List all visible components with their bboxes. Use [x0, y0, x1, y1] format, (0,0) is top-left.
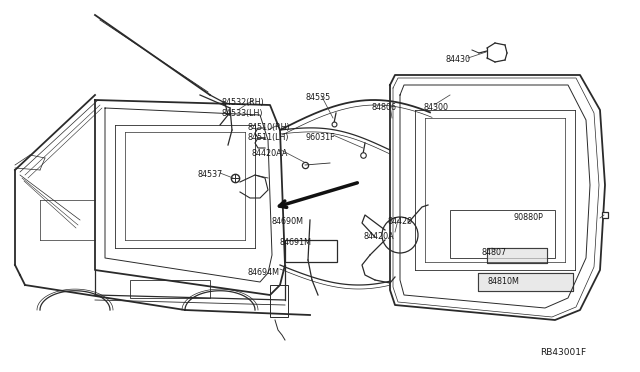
Bar [130, 280, 210, 298]
Bar [285, 240, 337, 262]
Text: 90880P: 90880P [514, 213, 544, 222]
Text: 84532(RH): 84532(RH) [221, 98, 264, 107]
Text: RB43001F: RB43001F [540, 348, 586, 357]
Text: 84806: 84806 [372, 103, 397, 112]
Text: 84535: 84535 [306, 93, 332, 102]
Text: 84420A: 84420A [364, 232, 395, 241]
Text: 84420: 84420 [387, 217, 412, 226]
Text: 84537: 84537 [198, 170, 223, 179]
Text: 84511(LH): 84511(LH) [247, 133, 289, 142]
Bar [450, 210, 555, 258]
Text: 84510(RH): 84510(RH) [247, 123, 290, 132]
Bar [478, 273, 573, 291]
Bar [487, 248, 547, 263]
Bar [478, 273, 573, 291]
Bar [270, 285, 288, 317]
Text: 84694M: 84694M [247, 268, 279, 277]
Text: 84300: 84300 [424, 103, 449, 112]
Text: 84810M: 84810M [488, 277, 520, 286]
Bar [487, 248, 547, 263]
Text: 84420AA: 84420AA [251, 149, 287, 158]
Text: 84533(LH): 84533(LH) [221, 109, 262, 118]
Text: 84691M: 84691M [280, 238, 312, 247]
Text: 84430: 84430 [445, 55, 470, 64]
Text: 84807: 84807 [481, 248, 506, 257]
Text: 96031F: 96031F [306, 133, 335, 142]
Text: 84690M: 84690M [272, 217, 304, 226]
